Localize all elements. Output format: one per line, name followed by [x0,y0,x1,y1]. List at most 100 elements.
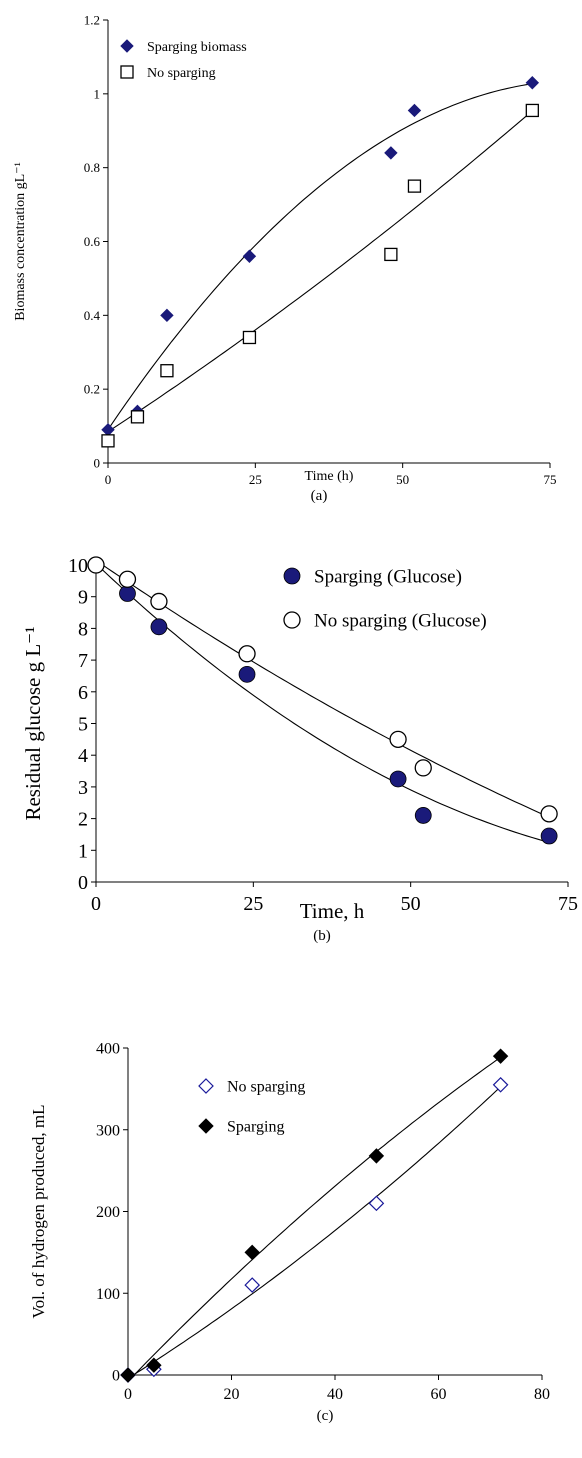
data-point-series-1 [244,1277,261,1293]
data-point-series-1 [389,770,407,788]
y-tick-label: 4 [78,745,88,767]
trendline-1 [95,563,550,844]
legend-label: Sparging (Glucose) [314,567,462,588]
data-point-series-2 [160,364,174,378]
legend-label: Sparging biomass [147,40,247,55]
legend-marker [198,1118,214,1134]
data-point-series-1 [407,103,422,118]
legend: Sparging (Glucose) No sparging (Glucose) [283,567,487,632]
legend-label: No sparging (Glucose) [314,611,487,632]
chart-panel-2: 0 1 2 3 4 5 6 7 8 9 10 0 25 50 75 Time, h Residual gluco… [21,555,578,944]
y-tick-label: 0.6 [84,234,101,249]
data-point-series-2 [150,592,168,611]
y-axis-label: Biomass concentration gL⁻¹ [13,162,28,321]
x-tick-label: 50 [401,893,421,915]
data-point-series-1 [525,76,540,90]
x-tick-label: 50 [396,472,409,487]
y-tick-label: 300 [96,1122,120,1139]
panel-label: (a) [311,488,328,504]
data-point-series-2 [238,645,256,663]
data-point-series-1 [368,1195,385,1212]
trendline-2 [107,110,533,433]
data-point-series-1 [150,618,168,636]
y-tick-label: 1.2 [84,13,100,28]
legend-label: No sparging [147,66,216,81]
chart-panel-1: 0 0.2 0.4 0.6 0.8 1 1.2 0 25 50 75 Time (h) Biomass … [13,13,557,504]
y-tick-label: 9 [78,587,88,609]
y-tick-label: 0 [112,1368,120,1385]
y-tick-label: 5 [78,714,88,736]
y-tick-label: 1 [94,86,101,101]
trendline-2 [127,1056,501,1382]
legend-marker [283,611,301,629]
data-point-series-1 [101,423,115,437]
legend-marker [120,65,134,79]
x-axis-label: Time (h) [305,469,354,484]
trendline-2 [95,559,550,818]
data-point-series-2 [414,759,432,777]
x-tick-label: 0 [91,893,101,915]
y-tick-label: 0 [78,872,88,894]
panel-label: (c) [317,1408,334,1424]
x-axis-label: Time, h [300,899,365,923]
legend-marker [120,39,134,53]
x-tick-label: 75 [544,472,557,487]
y-tick-label: 0 [94,456,101,471]
data-point-series-1 [540,827,558,845]
data-point-series-1 [492,1076,509,1093]
data-point-series-1 [238,665,256,683]
legend: No sparging Sparging [198,1078,305,1136]
data-point-series-2 [492,1048,509,1064]
data-point-series-2 [540,805,558,823]
data-point-series-2 [101,434,115,448]
x-tick-label: 25 [249,472,262,487]
data-point-series-2 [242,330,257,345]
legend-marker [198,1078,214,1094]
data-point-series-2 [525,103,539,118]
y-tick-label: 10 [68,555,88,577]
trendline-1 [127,1086,501,1379]
data-point-series-2 [407,179,422,193]
y-tick-label: 3 [78,777,88,799]
y-tick-label: 0.2 [84,382,100,397]
data-point-series-2 [244,1244,260,1261]
x-tick-label: 0 [105,472,112,487]
y-tick-label: 200 [96,1204,120,1221]
y-tick-label: 1 [78,840,88,862]
y-tick-label: 6 [78,682,88,704]
x-tick-label: 75 [558,893,578,915]
chart-panel-3: 0 100 200 300 400 0 20 40 60 80 Vol. of hydrogen p… [29,1041,550,1424]
legend-marker [283,567,301,585]
x-tick-label: 60 [431,1386,447,1403]
data-point-series-2 [87,556,105,574]
x-tick-label: 40 [327,1386,343,1403]
data-point-series-2 [118,570,137,588]
x-tick-label: 20 [224,1386,240,1403]
data-point-series-1 [160,308,174,323]
data-point-series-2 [130,410,145,424]
y-tick-label: 100 [96,1286,120,1303]
x-tick-label: 80 [534,1386,550,1403]
y-tick-label: 0.4 [84,308,101,323]
y-axis-label: Residual glucose g L⁻¹ [21,626,45,820]
data-point-series-1 [414,807,432,824]
y-tick-label: 8 [78,618,88,640]
y-tick-label: 7 [78,650,88,672]
data-point-series-2 [384,247,398,262]
legend-label: Sparging [227,1119,284,1136]
legend-label: No sparging [227,1079,305,1096]
data-point-series-2 [146,1357,162,1373]
data-point-series-2 [368,1148,385,1164]
x-tick-label: 0 [124,1386,132,1403]
data-point-series-2 [120,1367,136,1383]
legend: Sparging biomass No sparging [120,39,247,81]
y-tick-label: 400 [96,1041,120,1058]
data-point-series-2 [389,730,407,748]
x-tick-label: 25 [243,893,263,915]
trendline-1 [107,83,533,430]
data-point-series-1 [119,585,136,602]
data-point-series-1 [242,249,257,263]
y-tick-label: 0.8 [84,160,100,175]
data-point-series-1 [384,146,398,160]
